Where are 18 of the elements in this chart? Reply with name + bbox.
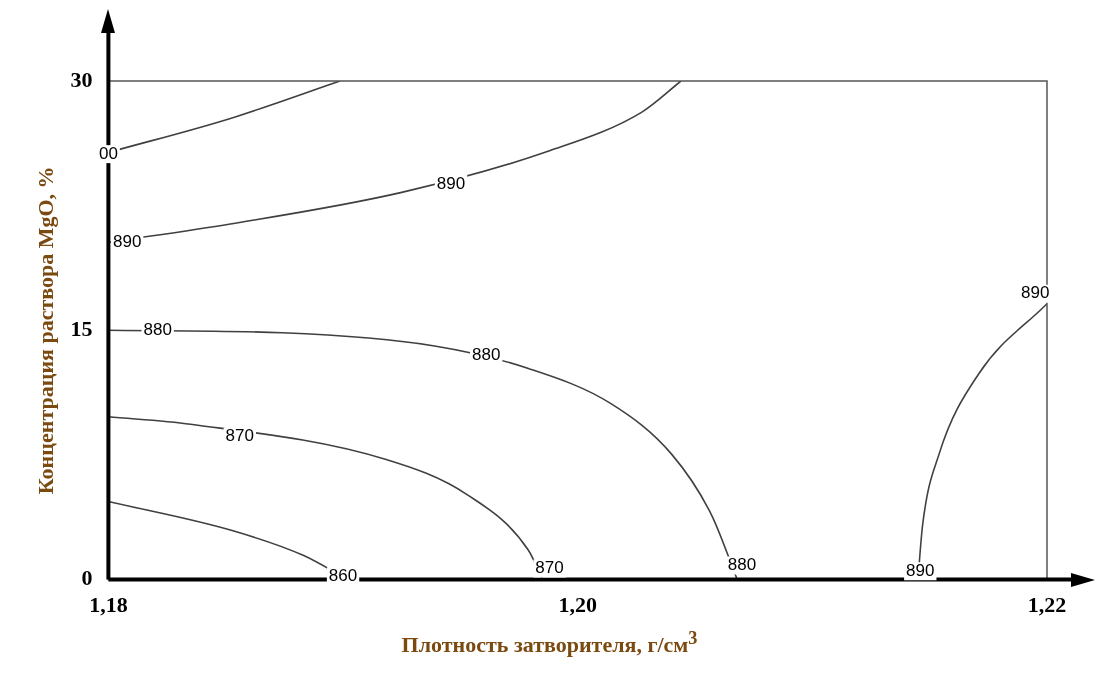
annotation: 890: [1021, 283, 1050, 303]
x-tick-label: 1,18: [89, 592, 128, 618]
annotation: 890: [906, 560, 935, 580]
x-tick-label: 1,20: [558, 592, 597, 618]
annotation: 880: [472, 344, 501, 364]
y-axis-title: Концентрация раствора MgO, %: [32, 166, 58, 495]
y-tick-label: 0: [81, 565, 93, 591]
y-tick-label: 15: [70, 315, 93, 341]
annotation: 880: [143, 319, 172, 339]
annotation: 880: [727, 555, 757, 575]
annotation: 890: [436, 173, 466, 193]
x-tick-label: 1,22: [1027, 592, 1067, 618]
y-tick-label: 30: [70, 66, 93, 92]
x-axis-title: Плотность затворителя, г/см$^{3}$: [400, 628, 699, 659]
annotation: 870: [535, 558, 564, 578]
annotation: 890: [112, 231, 142, 251]
annotation: 870: [225, 426, 254, 446]
annotation: 00: [98, 143, 118, 163]
